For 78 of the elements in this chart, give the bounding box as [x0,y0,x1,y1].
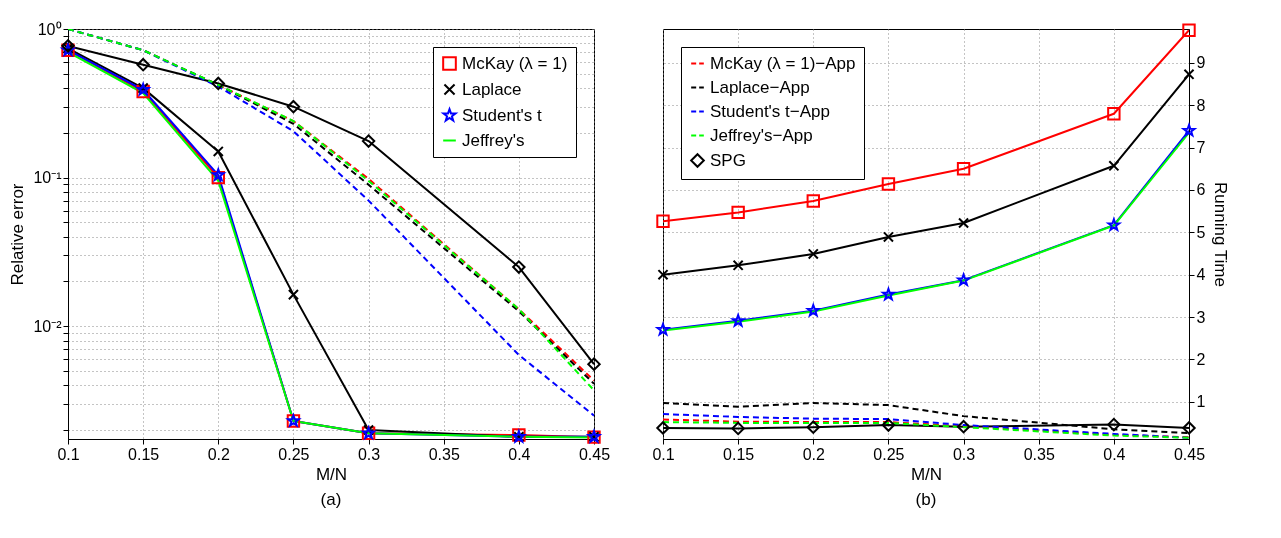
point [656,214,670,228]
point [212,145,224,157]
legend-label: Laplace [462,79,522,99]
y-tick-label: 10⁰ [37,20,62,38]
x-tick-label: 0.1 [652,445,675,463]
x-tick-label: 0.35 [1023,445,1055,463]
point [807,248,819,260]
point [656,421,670,435]
point [286,99,301,114]
point [211,170,225,185]
point [806,194,820,208]
x-tick-label: 0.45 [578,445,611,463]
legend-label: SPG [710,150,746,170]
y-axis-title: Relative error [8,183,28,286]
legend-label: Student's t [462,105,543,125]
point [882,231,894,243]
point [806,420,820,434]
x-tick-label: 0.15 [128,445,160,463]
x-tick-label: 0.4 [1103,445,1126,463]
point [287,289,299,301]
point [731,421,745,436]
point [731,314,745,327]
point [1108,160,1120,172]
x-tick-label: 0.4 [508,445,531,463]
legend-label: Laplace−App [710,77,810,97]
y2-tick-label: 9 [1196,54,1206,72]
point [1107,218,1121,231]
x-tick-label: 0.45 [1173,445,1206,463]
y2-tick-label: 4 [1196,266,1206,284]
y-tick-label: 10⁻² [33,317,63,335]
point [956,420,971,434]
y2-tick-label: 3 [1196,308,1206,326]
y2-tick-label: 7 [1196,139,1206,157]
point [136,58,150,72]
point [1182,421,1196,435]
y2-tick-label: 6 [1196,181,1206,199]
point [587,357,601,371]
point [881,177,896,191]
point [1182,23,1196,37]
point [806,303,820,317]
point [361,134,376,148]
text: (a) [320,490,342,509]
y2-tick-label: 5 [1196,223,1206,241]
point [956,162,971,176]
y2-tick-label: 8 [1196,96,1206,114]
x-tick-label: 0.3 [357,445,381,463]
x-tick-label: 0.2 [802,445,825,463]
y2-tick-label: 2 [1196,350,1206,368]
legend-label: McKay (λ = 1) [462,53,568,73]
x-tick-label: 0.25 [278,445,310,463]
y2-tick-label: 1 [1196,393,1206,411]
x-tick-label: 0.15 [723,445,755,463]
point [731,205,745,220]
point [1107,417,1121,432]
y2-axis-title: Running Time [1211,182,1231,287]
point [211,168,225,181]
text: (b) [915,490,937,509]
x-tick-label: 0.3 [952,445,976,463]
point [732,259,744,271]
x-axis-title: M/N [910,464,943,484]
legend-label: McKay (λ = 1)−App [710,53,856,73]
legend-label: Jeffrey's−App [710,125,813,145]
y-tick-label: 10⁻¹ [33,169,62,187]
point [1107,107,1121,121]
point [958,217,970,229]
x-tick-label: 0.25 [873,445,905,463]
x-tick-label: 0.35 [428,445,460,463]
point [882,287,895,301]
point [657,269,669,281]
x-tick-label: 0.1 [57,445,80,463]
legend-label: Jeffrey's [462,130,525,150]
point [1183,68,1195,80]
x-tick-label: 0.2 [207,445,230,463]
point [512,260,526,274]
x-axis-title: M/N [315,464,348,484]
point [881,418,896,432]
legend-label: Student's t−App [710,101,830,121]
point [211,76,225,91]
